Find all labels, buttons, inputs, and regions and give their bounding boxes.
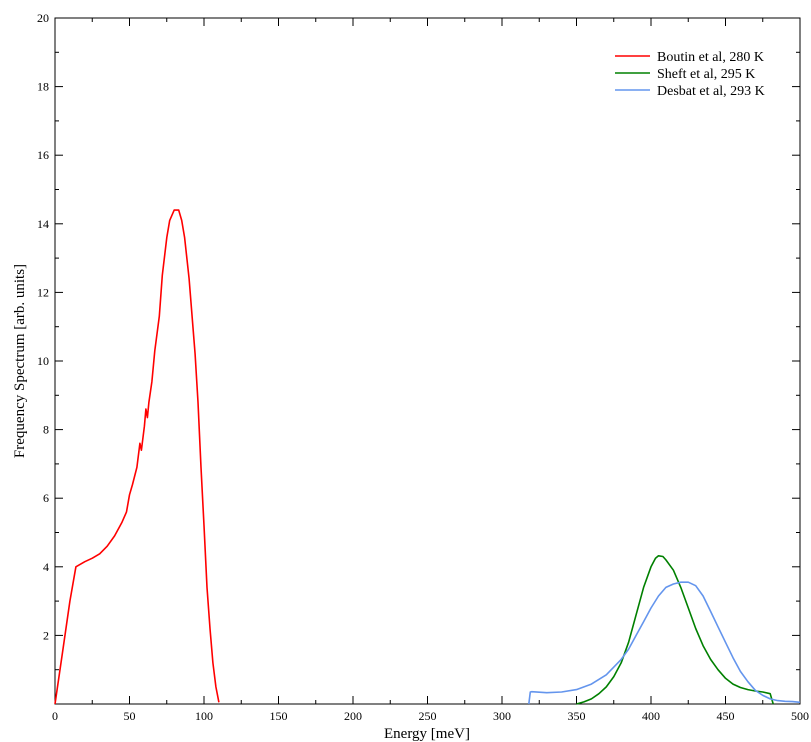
x-tick-label: 300 [493, 709, 511, 723]
y-tick-label: 2 [43, 628, 49, 642]
x-tick-label: 0 [52, 709, 58, 723]
legend: Boutin et al, 280 K Sheft et al, 295 K Des… [615, 50, 765, 99]
x-tick-label: 250 [419, 709, 437, 723]
x-tick-label: 350 [568, 709, 586, 723]
y-tick-label: 14 [37, 217, 49, 231]
x-tick-label: 450 [717, 709, 735, 723]
x-tick-label: 400 [642, 709, 660, 723]
legend-label-0: Boutin et al, 280 K [657, 50, 764, 65]
series-line-2 [528, 581, 801, 705]
x-tick-label: 100 [195, 709, 213, 723]
series-group [54, 209, 801, 705]
x-tick-label: 200 [344, 709, 362, 723]
y-tick-label: 10 [37, 354, 49, 368]
x-tick-label: 500 [791, 709, 809, 723]
y-tick-label: 18 [37, 80, 49, 94]
y-tick-label: 16 [37, 148, 49, 162]
x-tick-label: 150 [270, 709, 288, 723]
plot-frame [54, 17, 801, 705]
y-tick-label: 20 [37, 11, 49, 25]
series-line-0 [54, 209, 220, 705]
axis-ticks: 0 50 100 150 200 250 300 350 400 450 500 2 4 6 8 10 12 14… [37, 11, 809, 723]
y-tick-label: 8 [43, 423, 49, 437]
y-tick-label: 6 [43, 491, 49, 505]
legend-label-2: Desbat et al, 293 K [657, 84, 765, 99]
y-axis-title: Frequency Spectrum [arb. units] [12, 264, 28, 458]
legend-label-1: Sheft et al, 295 K [657, 67, 755, 82]
x-tick-label: 50 [124, 709, 136, 723]
y-tick-label: 12 [37, 285, 49, 299]
series-line-1 [576, 554, 774, 705]
y-tick-label: 4 [43, 560, 49, 574]
x-axis-title: Energy [meV] [384, 726, 470, 742]
